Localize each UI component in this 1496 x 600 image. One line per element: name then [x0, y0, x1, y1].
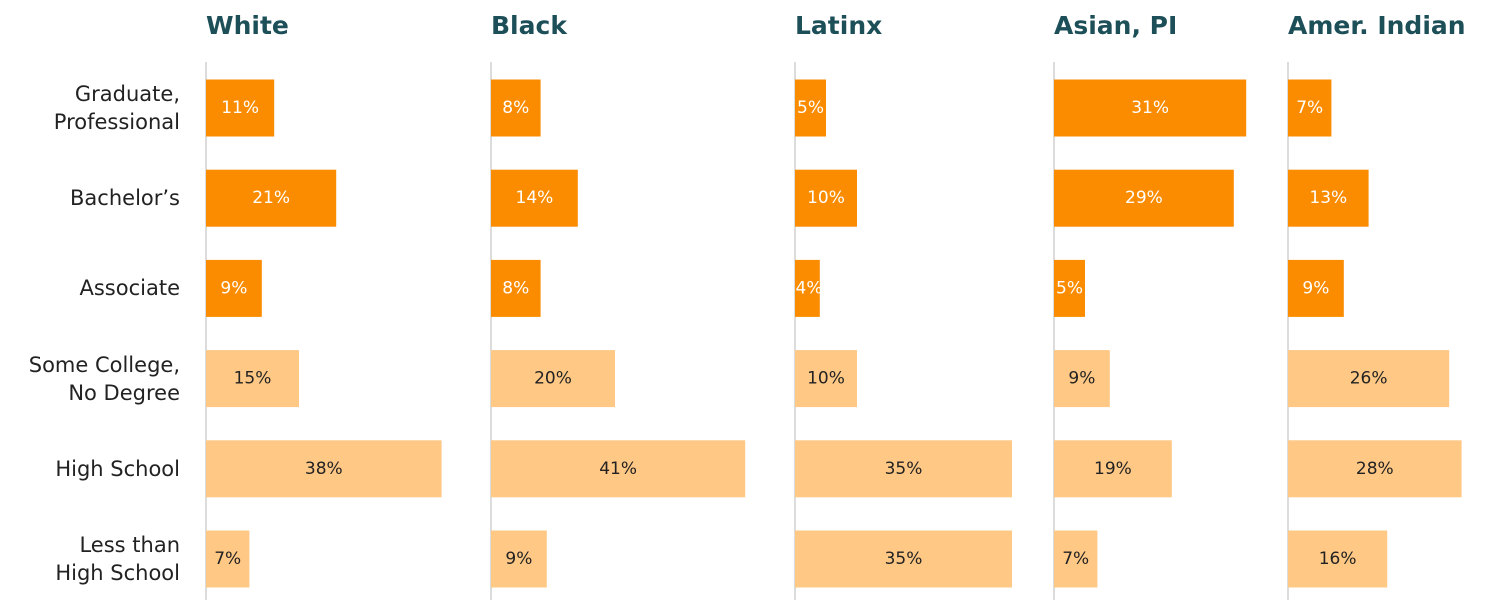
value-label: 7%: [214, 549, 241, 569]
value-label: 8%: [502, 278, 529, 298]
value-label: 41%: [599, 459, 637, 479]
bar: [1288, 440, 1462, 498]
value-label: 20%: [534, 369, 572, 389]
value-label: 21%: [252, 188, 290, 208]
panel-title: Black: [491, 11, 568, 40]
bar: [1054, 79, 1247, 137]
bar: [491, 169, 578, 227]
bar: [206, 259, 262, 317]
bar: [1288, 259, 1344, 317]
value-label: 29%: [1125, 188, 1163, 208]
value-label: 10%: [807, 188, 845, 208]
value-label: 11%: [221, 98, 259, 118]
value-label: 8%: [502, 98, 529, 118]
bar: [1054, 259, 1085, 317]
bar: [1054, 350, 1110, 408]
value-label: 31%: [1131, 98, 1169, 118]
value-label: 35%: [885, 459, 923, 479]
value-label: 10%: [807, 369, 845, 389]
value-label: 28%: [1356, 459, 1394, 479]
value-label: 9%: [1302, 278, 1329, 298]
panel-title: Asian, PI: [1054, 11, 1177, 40]
bar: [206, 530, 250, 588]
bar: [491, 79, 541, 137]
panel-title: Latinx: [795, 11, 882, 40]
bar: [206, 79, 275, 137]
bar: [1054, 530, 1098, 588]
value-label: 5%: [797, 98, 824, 118]
bar: [795, 530, 1012, 588]
value-label: 15%: [234, 369, 272, 389]
value-label: 35%: [885, 549, 923, 569]
value-label: 13%: [1309, 188, 1347, 208]
value-label: 9%: [220, 278, 247, 298]
bar: [491, 530, 547, 588]
bar: [795, 169, 857, 227]
bar: [491, 259, 541, 317]
bar: [206, 350, 299, 408]
bar: [1288, 79, 1332, 137]
bar: [491, 350, 615, 408]
bar: [491, 440, 746, 498]
value-label: 19%: [1094, 459, 1132, 479]
bar: [795, 350, 857, 408]
bar: [1054, 440, 1172, 498]
bar: [795, 259, 820, 317]
panel-title: White: [206, 11, 289, 40]
bar: [1288, 169, 1369, 227]
panel-title: Amer. Indian: [1288, 11, 1466, 40]
value-label: 9%: [1068, 369, 1095, 389]
bar: [1054, 169, 1234, 227]
value-label: 4%: [796, 278, 823, 298]
bar: [206, 169, 337, 227]
value-label: 7%: [1296, 98, 1323, 118]
category-label: High School: [55, 456, 180, 481]
value-label: 7%: [1062, 549, 1089, 569]
value-label: 26%: [1350, 369, 1388, 389]
value-label: 38%: [305, 459, 343, 479]
category-label: Associate: [79, 276, 181, 301]
value-label: 9%: [505, 549, 532, 569]
category-label: Less than High School: [55, 533, 180, 585]
category-label: Bachelor’s: [70, 186, 180, 211]
category-label: Some College, No Degree: [28, 352, 180, 405]
bar: [1288, 350, 1450, 408]
value-label: 14%: [516, 188, 554, 208]
category-label: Graduate, Professional: [53, 82, 180, 134]
bar: [1288, 530, 1388, 588]
bar: [795, 79, 826, 137]
value-label: 16%: [1319, 549, 1357, 569]
bar: [795, 440, 1012, 498]
value-label: 5%: [1056, 278, 1083, 298]
bar: [206, 440, 442, 498]
